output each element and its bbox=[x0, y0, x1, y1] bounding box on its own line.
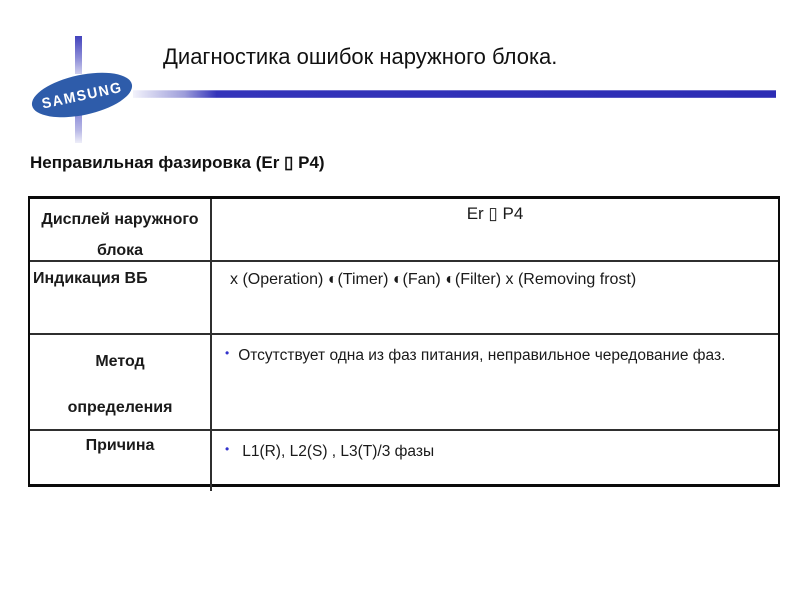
cause-text: L1(R), L2(S) , L3(T)/3 фазы bbox=[242, 443, 435, 460]
logo-accent-bar-top bbox=[75, 36, 82, 74]
samsung-logo-text: SAMSUNG bbox=[40, 78, 124, 112]
row-value-cause: • L1(R), L2(S) , L3(T)/3 фазы bbox=[212, 431, 778, 484]
title-divider-rule bbox=[133, 90, 776, 98]
bullet-icon: • bbox=[225, 442, 230, 456]
slide-subtitle: Неправильная фазировка (Er ▯ P4) bbox=[30, 153, 325, 172]
slide-title: Диагностика ошибок наружного блока. bbox=[163, 44, 558, 69]
row-label-indication: Индикация ВБ bbox=[30, 262, 212, 335]
row-label-display: Дисплей наружного блока bbox=[30, 199, 212, 262]
method-text: Отсутствует одна из фаз питания, неправи… bbox=[238, 347, 726, 364]
row-label-cause: Причина bbox=[30, 431, 212, 484]
row-value-indication: x (Operation) ◐(Timer) ◐(Fan) ◐(Filter) … bbox=[212, 262, 778, 335]
row-value-display-code: Er ▯ P4 bbox=[212, 199, 778, 262]
row-value-method: • Отсутствует одна из фаз питания, непра… bbox=[212, 335, 778, 431]
diagnostics-table: Дисплей наружного блока Er ▯ P4 Индикаци… bbox=[28, 196, 780, 487]
bullet-icon: • bbox=[225, 346, 230, 360]
samsung-logo: SAMSUNG bbox=[27, 64, 137, 126]
table-column-divider-tail bbox=[210, 484, 212, 491]
logo-accent-bar-bottom bbox=[75, 112, 82, 143]
row-label-method: Метод определения bbox=[30, 335, 212, 431]
